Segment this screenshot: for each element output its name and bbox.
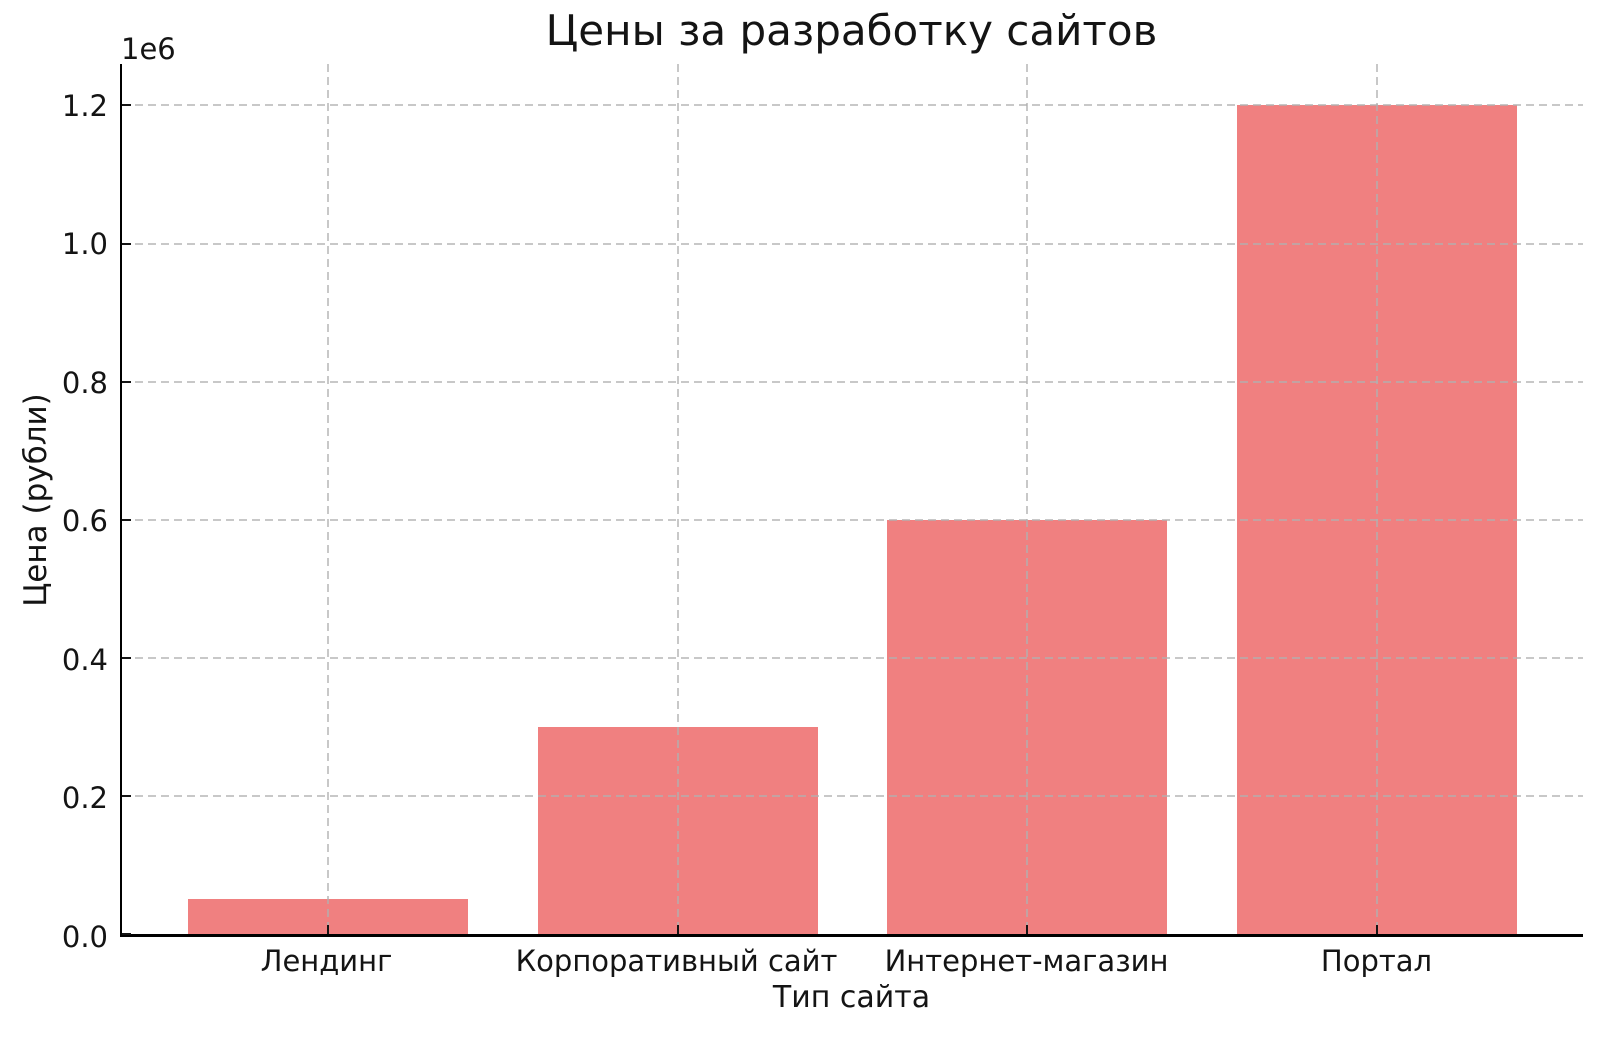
y-tick-mark [122, 242, 131, 245]
h-gridline [122, 242, 1583, 245]
h-gridline [122, 656, 1583, 659]
plot-area [120, 64, 1583, 937]
y-tick-mark [122, 656, 131, 659]
x-tick-mark [676, 925, 679, 934]
v-gridline [1375, 64, 1378, 934]
chart-title: Цены за разработку сайтов [545, 6, 1158, 55]
y-tick-mark [122, 104, 131, 107]
y-tick-labels: 0.0 0.2 0.4 0.6 0.8 1.0 1.2 [0, 64, 108, 954]
h-gridline [122, 104, 1583, 107]
x-tick-label: Корпоративный сайт [515, 944, 838, 978]
x-tick-label: Лендинг [260, 944, 393, 978]
x-tick-mark [1375, 925, 1378, 934]
y-tick-mark [122, 933, 131, 935]
y-tick-mark [122, 380, 131, 383]
x-tick-label: Портал [1320, 944, 1433, 978]
y-tick-label: 0.8 [61, 365, 108, 400]
y-tick-label: 1.2 [61, 88, 108, 123]
x-axis-label: Тип сайта [772, 980, 931, 1015]
x-tick-labels: Лендинг Корпоративный сайт Интернет-магази… [120, 942, 1583, 980]
y-tick-label: 0.0 [61, 920, 108, 954]
x-tick-mark [1026, 925, 1029, 934]
y-tick-mark [122, 518, 131, 521]
h-gridline [122, 794, 1583, 797]
v-gridline [676, 64, 679, 934]
y-tick-label: 1.0 [61, 227, 108, 262]
v-gridline [1026, 64, 1029, 934]
y-tick-mark [122, 794, 131, 797]
h-gridline [122, 518, 1583, 521]
y-axis-offset-label: 1e6 [121, 32, 176, 66]
y-tick-label: 0.6 [61, 504, 108, 539]
y-tick-label: 0.4 [61, 642, 108, 677]
y-tick-label: 0.2 [61, 781, 108, 816]
x-tick-mark [327, 925, 330, 934]
h-gridline [122, 380, 1583, 383]
v-gridline [327, 64, 330, 934]
x-tick-label: Интернет-магазин [884, 944, 1169, 978]
